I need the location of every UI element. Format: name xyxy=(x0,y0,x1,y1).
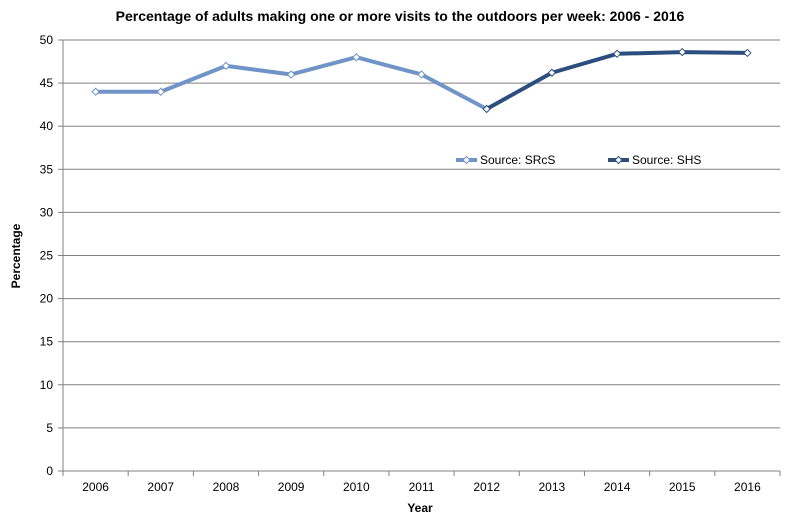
y-tick-label: 5 xyxy=(46,421,53,435)
data-point-shs xyxy=(678,47,687,57)
x-tick-label: 2010 xyxy=(343,480,370,494)
y-tick-label: 25 xyxy=(40,249,54,263)
y-tick-label: 45 xyxy=(40,76,54,90)
x-tick-label: 2006 xyxy=(82,480,109,494)
x-tick-label: 2008 xyxy=(213,480,240,494)
legend-label-shs: Source: SHS xyxy=(632,153,701,167)
data-point-shs xyxy=(482,104,491,114)
legend-marker-shs xyxy=(614,155,623,165)
legend-item-shs: Source: SHS xyxy=(608,153,701,167)
data-point-shs xyxy=(612,49,622,58)
x-axis-title: Year xyxy=(407,501,433,515)
data-point-srcs xyxy=(156,87,165,96)
x-tick-label: 2015 xyxy=(669,480,696,494)
legend-marker-srcs xyxy=(462,155,471,165)
y-tick-label: 50 xyxy=(40,33,54,47)
x-tick-label: 2013 xyxy=(539,480,566,494)
data-point-shs xyxy=(743,48,752,58)
data-point-srcs xyxy=(221,61,231,71)
x-tick-label: 2007 xyxy=(147,480,174,494)
y-tick-label: 40 xyxy=(40,119,54,133)
legend: Source: SRcS Source: SHS xyxy=(456,153,701,167)
x-tick-label: 2009 xyxy=(278,480,305,494)
x-tick-label: 2012 xyxy=(473,480,500,494)
legend-label-srcs: Source: SRcS xyxy=(480,153,555,167)
x-tick-label: 2016 xyxy=(734,480,761,494)
axes xyxy=(58,39,781,476)
data-point-srcs xyxy=(286,70,296,79)
data-point-srcs xyxy=(352,53,361,62)
data-point-srcs xyxy=(417,70,426,79)
y-tick-label: 10 xyxy=(40,378,54,392)
data-point-srcs xyxy=(91,87,100,96)
x-tick-label: 2011 xyxy=(409,480,435,494)
chart-title: Percentage of adults making one or more … xyxy=(115,8,685,24)
legend-item-srcs: Source: SRcS xyxy=(456,153,555,167)
tick-labels: 0 5 10 15 20 25 30 35 40 45 50 2006 2007 2008 2009 2010… xyxy=(40,33,761,494)
y-tick-label: 0 xyxy=(46,464,53,478)
series-lines xyxy=(91,47,752,114)
y-tick-label: 35 xyxy=(40,162,54,176)
x-tick-label: 2014 xyxy=(604,480,631,494)
data-point-shs xyxy=(547,68,557,77)
series-line-shs xyxy=(485,50,748,111)
y-tick-label: 20 xyxy=(40,292,54,306)
y-axis-title: Percentage xyxy=(9,223,23,288)
y-tick-label: 15 xyxy=(40,335,54,349)
y-tick-label: 30 xyxy=(40,205,54,219)
gridlines xyxy=(63,39,780,429)
